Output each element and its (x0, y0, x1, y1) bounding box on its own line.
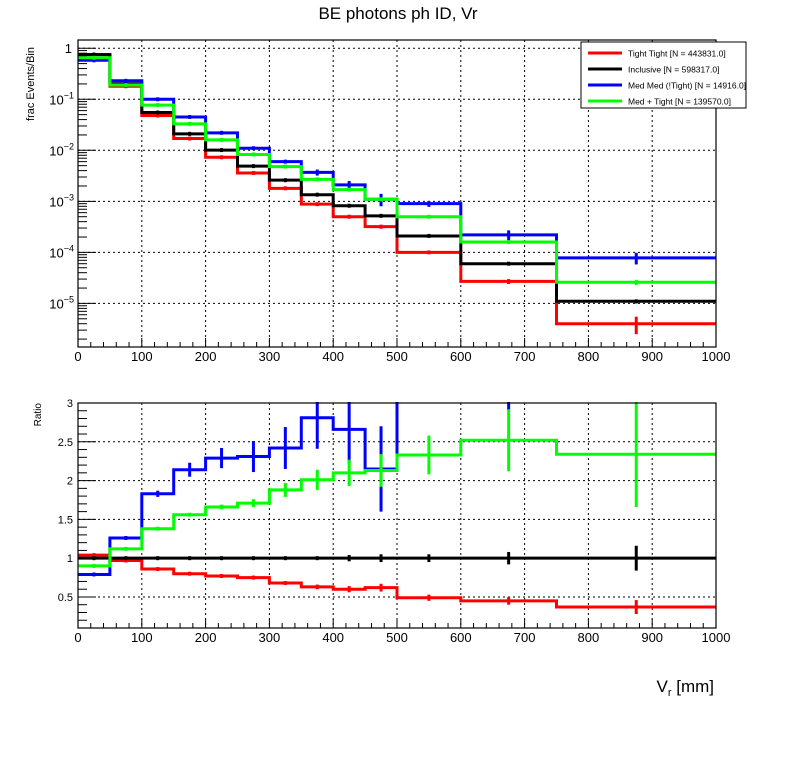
x-tick-label: 1000 (702, 349, 731, 364)
y-tick-label: 1 (67, 553, 73, 565)
x-tick-label: 200 (195, 349, 217, 364)
y-tick-label: 10−2 (49, 141, 74, 158)
series-1 (78, 52, 716, 304)
y-axis-label-ratio: Ratio (33, 403, 44, 427)
x-tick-label: 400 (322, 630, 344, 645)
x-tick-label: 500 (386, 349, 408, 364)
x-axis-label: Vr [mm] (656, 677, 714, 699)
x-tick-label: 800 (578, 630, 600, 645)
x-tick-label: 700 (514, 630, 536, 645)
y-tick-exponent: −3 (64, 192, 74, 202)
y-tick-base: 10 (49, 245, 63, 260)
x-axis-label-unit: [mm] (672, 677, 715, 696)
x-tick-label: 400 (322, 349, 344, 364)
y-axis-label-top: frac Events/Bin (25, 47, 37, 121)
x-tick-label: 700 (514, 349, 536, 364)
y-tick-exponent: −1 (64, 90, 74, 100)
y-tick-base: 10 (49, 194, 63, 209)
series-3 (78, 55, 716, 285)
x-tick-label: 900 (641, 630, 663, 645)
y-tick-exponent: −5 (64, 294, 74, 304)
x-tick-label: 800 (578, 349, 600, 364)
legend-entry: Med + Tight [N = 139570.0] (628, 97, 731, 107)
plot-frame (77, 39, 717, 348)
y-tick-label: 3 (67, 398, 73, 410)
x-tick-label: 0 (74, 349, 81, 364)
series-line (78, 402, 399, 576)
x-tick-label: 100 (131, 349, 153, 364)
x-tick-label: 500 (386, 630, 408, 645)
x-axis-label-sub: r (668, 687, 672, 699)
ratio-panel: 0 100 200 300 400 500 600 700 800 900 1000 0.5 1 1.5 2… (58, 398, 731, 645)
x-axis-label-main: V (656, 677, 668, 696)
series-2 (78, 58, 716, 265)
top-panel: 0 100 200 300 400 500 600 700 800 900 1000110−110−… (49, 39, 731, 364)
y-tick-label: 2 (67, 476, 73, 488)
x-tick-label: 900 (641, 349, 663, 364)
x-tick-label: 300 (259, 349, 281, 364)
y-tick-label: 2.5 (58, 437, 73, 449)
y-tick-base: 10 (49, 92, 63, 107)
y-tick-base: 10 (49, 296, 63, 311)
legend-entry: Inclusive [N = 598317.0] (628, 65, 719, 75)
legend-entry: Med Med (!Tight) [N = 14916.0] (628, 81, 746, 91)
x-tick-label: 600 (450, 349, 472, 364)
y-tick-label: 10−3 (49, 192, 74, 209)
x-tick-label: 300 (259, 630, 281, 645)
y-tick-base: 10 (49, 143, 63, 158)
series-1 (78, 545, 716, 571)
y-tick-label: 10−4 (49, 243, 74, 260)
y-tick-label: 1.5 (58, 514, 73, 526)
x-tick-label: 200 (195, 630, 217, 645)
y-tick-label: 1 (65, 41, 72, 56)
series-0 (78, 553, 716, 615)
y-tick-exponent: −4 (64, 243, 74, 253)
series-3 (78, 402, 716, 568)
legend: Tight Tight [N = 443831.0] Inclusive [N =… (580, 41, 747, 109)
x-tick-label: 100 (131, 630, 153, 645)
y-tick-label: 10−5 (49, 294, 74, 311)
y-tick-exponent: −2 (64, 141, 74, 151)
legend-entry: Tight Tight [N = 443831.0] (628, 49, 726, 59)
y-tick-label: 10−1 (49, 90, 74, 107)
chart-title: BE photons ph ID, Vr (318, 4, 477, 23)
x-tick-label: 1000 (702, 630, 731, 645)
x-tick-label: 0 (74, 630, 81, 645)
y-tick-label: 0.5 (58, 592, 73, 604)
x-tick-label: 600 (450, 630, 472, 645)
plot-frame (77, 402, 717, 629)
